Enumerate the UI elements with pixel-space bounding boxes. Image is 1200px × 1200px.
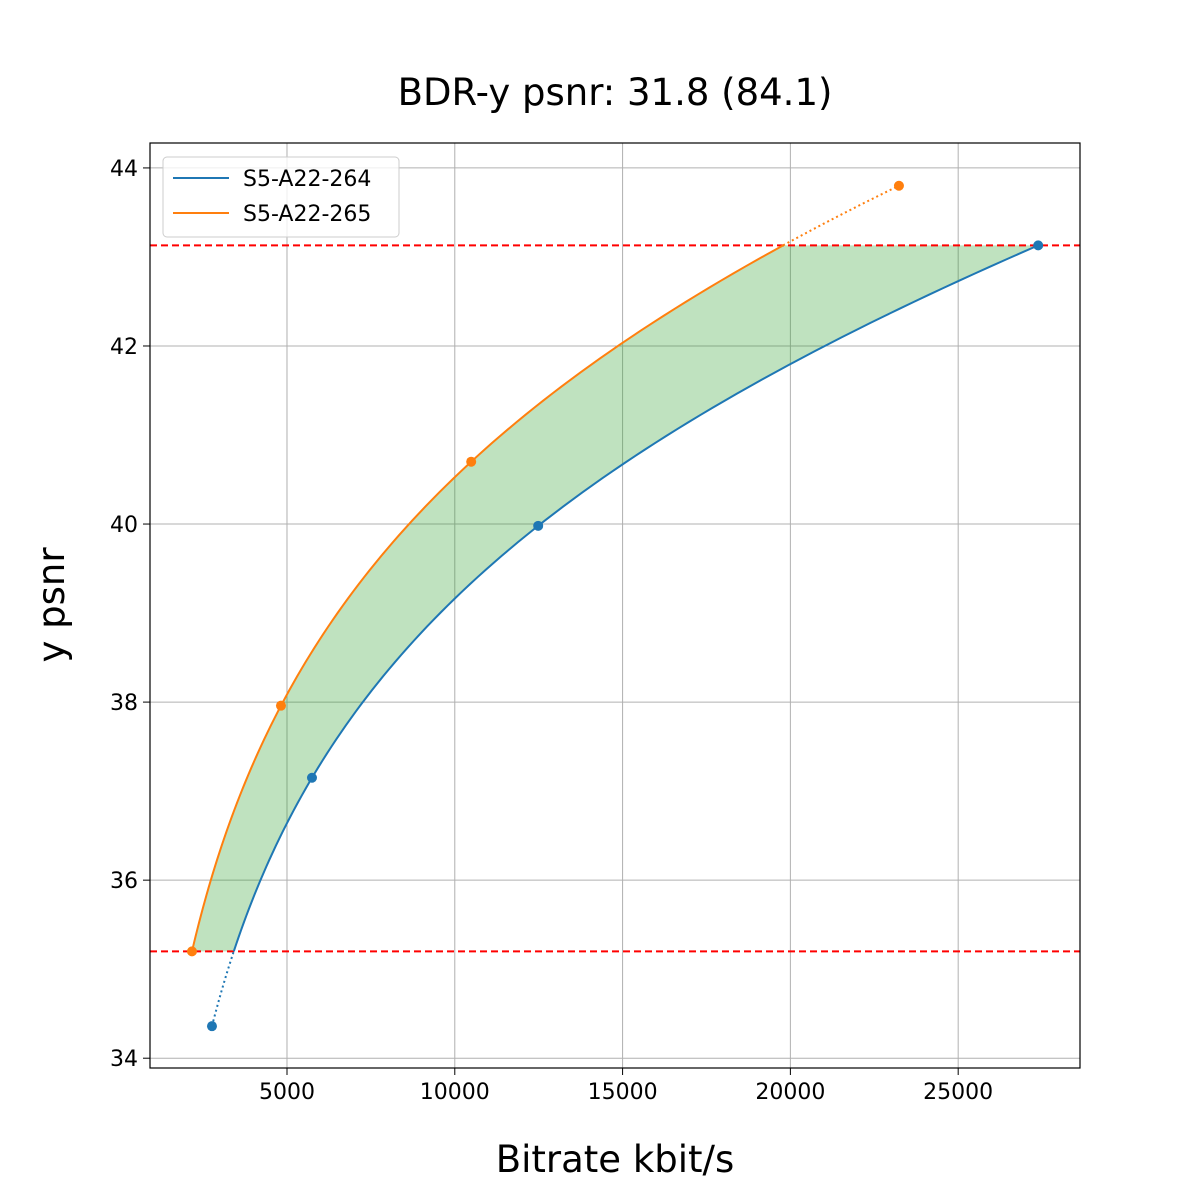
data-point bbox=[1033, 240, 1044, 251]
plot-frame bbox=[149, 142, 1081, 1069]
x-tick-label: 20000 bbox=[755, 1080, 825, 1105]
series-extrapolation-dotted bbox=[211, 951, 235, 1027]
y-tick-label: 44 bbox=[110, 157, 138, 182]
x-axis-label: Bitrate kbit/s bbox=[496, 1138, 735, 1181]
data-point bbox=[893, 180, 904, 191]
x-tick-label: 25000 bbox=[923, 1080, 993, 1105]
y-tick-label: 36 bbox=[110, 869, 138, 894]
series-line-S5-A22-264 bbox=[232, 244, 1039, 952]
data-point bbox=[206, 1021, 217, 1032]
y-axis-label: y psnr bbox=[30, 547, 73, 663]
ticks: 5000 10000 15000 20000 25000 34 36 38 40 42 44 bbox=[110, 157, 993, 1105]
y-tick-label: 34 bbox=[110, 1047, 138, 1072]
plot-marks bbox=[150, 180, 1080, 1032]
bd-fill-area bbox=[191, 245, 1039, 952]
data-point bbox=[186, 946, 197, 957]
y-tick-label: 38 bbox=[110, 691, 138, 716]
y-tick-label: 40 bbox=[110, 513, 138, 538]
legend-label-264: S5-A22-264 bbox=[243, 167, 371, 192]
data-point bbox=[533, 520, 544, 531]
data-point bbox=[275, 700, 286, 711]
legend: S5-A22-264 S5-A22-265 bbox=[162, 156, 400, 238]
chart-title: BDR-y psnr: 31.8 (84.1) bbox=[398, 71, 833, 114]
x-tick-label: 5000 bbox=[259, 1080, 315, 1105]
x-tick-label: 15000 bbox=[588, 1080, 658, 1105]
series-line-S5-A22-265 bbox=[191, 244, 784, 952]
series-extrapolation-dotted bbox=[782, 184, 900, 247]
data-point bbox=[466, 456, 477, 467]
x-tick-label: 10000 bbox=[420, 1080, 490, 1105]
data-point bbox=[306, 772, 317, 783]
y-tick-label: 42 bbox=[110, 335, 138, 360]
legend-label-265: S5-A22-265 bbox=[243, 202, 371, 227]
